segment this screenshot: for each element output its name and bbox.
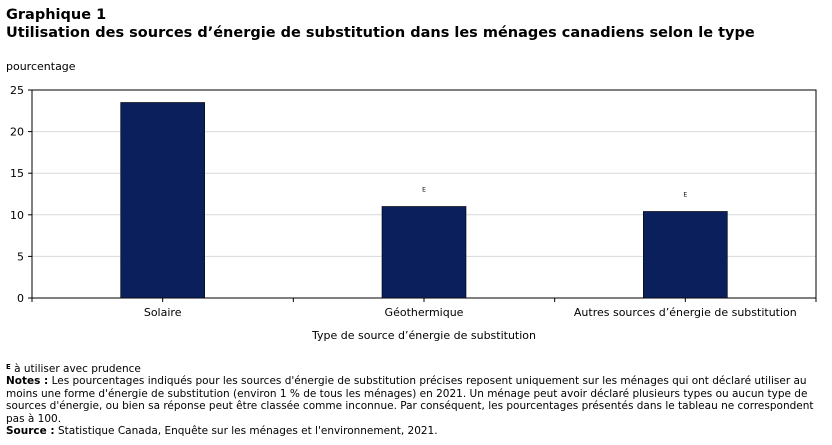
flag-legend: E à utiliser avec prudence <box>6 361 826 375</box>
notes-paragraph: Notes : Les pourcentages indiqués pour l… <box>6 375 826 425</box>
flag-text: à utiliser avec prudence <box>10 363 141 375</box>
x-axis-title: Type de source d’énergie de substitution <box>311 329 536 342</box>
source-text: Statistique Canada, Enquête sur les ména… <box>54 425 438 438</box>
chart-title: Utilisation des sources d’énergie de sub… <box>6 25 755 41</box>
notes-label: Notes : <box>6 375 49 388</box>
x-tick-label: Autres sources d’énergie de substitution <box>574 306 797 319</box>
bar-chart: 0 5 10 15 20 25 Solaire E Géothermique E Autres so… <box>10 84 817 342</box>
y-tick-label: 0 <box>17 292 24 305</box>
bar-flag-label: E <box>422 186 426 193</box>
y-tick-label: 15 <box>10 167 24 180</box>
footnotes: E à utiliser avec prudence Notes : Les p… <box>6 361 826 437</box>
source-label: Source : <box>6 425 55 438</box>
notes-text: Les pourcentages indiqués pour les sourc… <box>6 375 814 425</box>
bar <box>120 102 205 299</box>
flag-symbol: E <box>6 363 11 371</box>
y-tick-label: 25 <box>10 84 24 97</box>
x-tick-label: Géothermique <box>385 306 464 319</box>
source-paragraph: Source : Statistique Canada, Enquête sur… <box>6 425 826 437</box>
y-tick-label: 10 <box>10 209 24 222</box>
y-tick-label: 5 <box>17 250 24 263</box>
bar-flag-label: E <box>683 191 687 198</box>
y-tick-label: 20 <box>10 126 24 139</box>
chart-label: Graphique 1 <box>6 7 107 23</box>
bar <box>381 206 467 299</box>
x-tick-label: Solaire <box>144 306 182 319</box>
y-axis-units-label: pourcentage <box>6 60 76 73</box>
chart-title-block: Graphique 1 Utilisation des sources d’én… <box>6 6 755 42</box>
bar <box>643 211 728 299</box>
